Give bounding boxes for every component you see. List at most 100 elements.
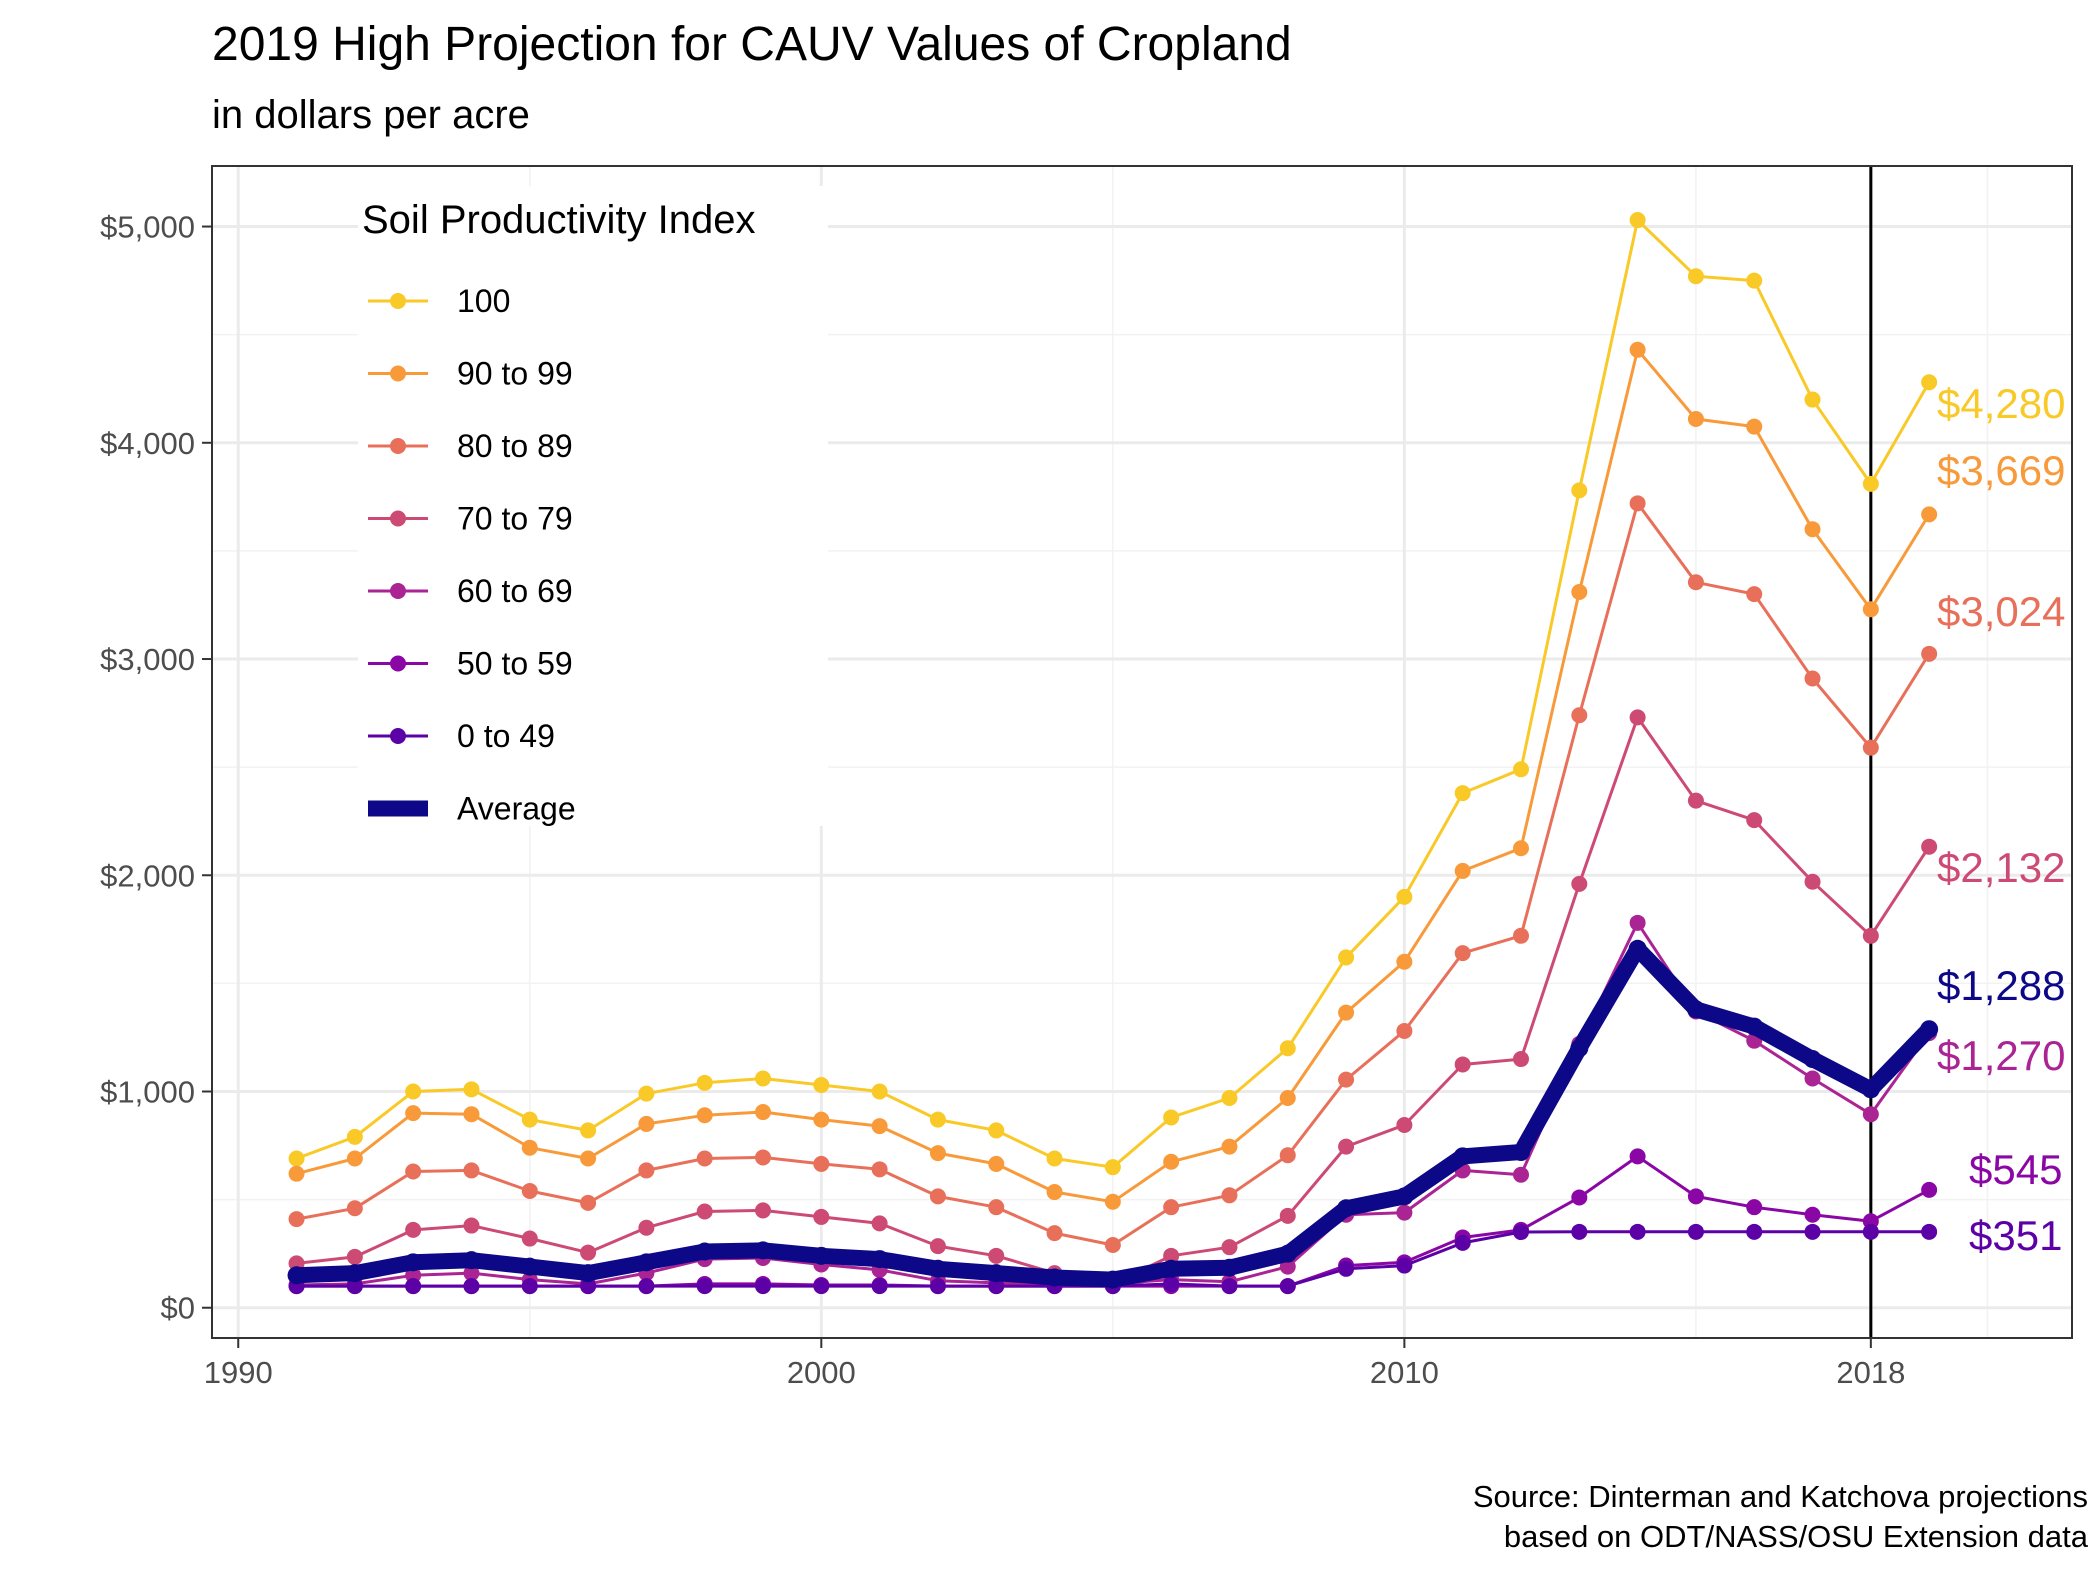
data-point	[405, 1163, 422, 1180]
data-point	[1396, 953, 1413, 970]
y-tick-label: $2,000	[100, 858, 195, 893]
data-point	[463, 1217, 480, 1234]
data-point	[1279, 1207, 1296, 1224]
data-point	[1629, 212, 1646, 229]
data-point	[1921, 374, 1938, 391]
data-point	[1396, 888, 1413, 905]
data-point	[1163, 1275, 1180, 1292]
data-point	[1163, 1109, 1180, 1126]
data-point	[928, 1259, 947, 1278]
data-point	[1512, 1166, 1529, 1183]
data-point	[1629, 709, 1646, 726]
data-point	[871, 1161, 888, 1178]
end-label: $1,270	[1937, 1032, 2065, 1079]
legend-label: 70 to 79	[457, 501, 573, 537]
data-point	[638, 1219, 655, 1236]
data-point	[1396, 1117, 1413, 1134]
legend-label: 60 to 69	[457, 573, 573, 609]
data-point	[1338, 1071, 1355, 1088]
end-label: $1,288	[1937, 962, 2065, 1009]
data-point	[1454, 785, 1471, 802]
data-point	[988, 1155, 1005, 1172]
data-point	[1279, 1147, 1296, 1164]
data-point	[1746, 1199, 1763, 1216]
data-point	[1278, 1244, 1297, 1263]
chart-subtitle: in dollars per acre	[212, 93, 530, 137]
data-point	[1395, 1187, 1414, 1206]
data-point	[1104, 1237, 1121, 1254]
legend-key-point	[390, 365, 406, 382]
series-100	[288, 212, 1938, 1176]
caption-line-1: Source: Dinterman and Katchova projectio…	[1473, 1479, 2088, 1514]
data-point	[695, 1242, 714, 1261]
data-point	[1920, 1020, 1939, 1039]
chart-title: 2019 High Projection for CAUV Values of …	[212, 18, 1292, 71]
data-point	[1454, 1234, 1471, 1251]
data-point	[1103, 1270, 1122, 1289]
data-point	[1921, 645, 1938, 662]
data-point	[871, 1118, 888, 1135]
legend-title: Soil Productivity Index	[362, 198, 756, 242]
data-point	[1861, 1080, 1880, 1099]
data-point	[1512, 1224, 1529, 1241]
data-point	[1862, 1223, 1879, 1240]
data-point	[929, 1111, 946, 1128]
data-point	[1454, 1056, 1471, 1073]
data-point	[1803, 1050, 1822, 1069]
x-tick-labels: 1990 2000 2010 2018	[204, 1355, 1906, 1390]
data-point	[580, 1150, 597, 1167]
data-point	[580, 1122, 597, 1139]
axis-ticks	[202, 225, 1872, 1348]
data-point	[463, 1162, 480, 1179]
legend-items: 100 90 to 99 80 to 89 70 to 79 60 to 69 50 to…	[362, 271, 576, 839]
data-point	[521, 1182, 538, 1199]
series-80-to-89	[288, 495, 1938, 1254]
data-point	[812, 1246, 831, 1265]
series-average	[287, 939, 1939, 1289]
end-label: $3,024	[1937, 588, 2065, 635]
legend-item: 70 to 79	[362, 488, 573, 549]
data-point	[463, 1106, 480, 1123]
data-point	[1046, 1150, 1063, 1167]
data-point	[1862, 601, 1879, 618]
end-labels: $4,280 $3,669 $3,024 $2,132 $1,270 $545 $351 $1…	[1937, 380, 2065, 1259]
legend-item: 0 to 49	[362, 706, 555, 766]
data-point	[696, 1074, 713, 1091]
data-point	[638, 1085, 655, 1102]
data-point	[288, 1150, 305, 1167]
data-point	[929, 1188, 946, 1205]
data-point	[1687, 410, 1704, 427]
data-point	[1338, 1138, 1355, 1155]
legend-key-point	[390, 655, 406, 672]
data-point	[871, 1083, 888, 1100]
legend-key-point	[390, 728, 406, 744]
data-point	[1687, 792, 1704, 809]
y-tick-label: $0	[161, 1291, 195, 1326]
data-point	[1511, 1143, 1530, 1162]
data-point	[1221, 1138, 1238, 1155]
data-point	[346, 1200, 363, 1217]
data-point	[1921, 1223, 1938, 1240]
data-point	[871, 1215, 888, 1232]
data-point	[988, 1199, 1005, 1216]
data-point	[988, 1278, 1005, 1295]
end-label: $545	[1969, 1146, 2062, 1193]
data-point	[580, 1278, 597, 1295]
legend-key-point	[390, 438, 406, 454]
data-point	[1512, 927, 1529, 944]
end-label: $351	[1969, 1212, 2062, 1259]
data-point	[813, 1111, 830, 1128]
data-point	[1454, 862, 1471, 879]
data-point	[1045, 1268, 1064, 1287]
data-point	[345, 1264, 364, 1283]
data-point	[1104, 1159, 1121, 1176]
data-point	[755, 1278, 772, 1295]
data-point	[1571, 1189, 1588, 1206]
data-point	[1804, 391, 1821, 408]
data-point	[1921, 1181, 1938, 1198]
data-point	[1804, 1070, 1821, 1087]
legend-label: 0 to 49	[457, 718, 555, 754]
data-point	[638, 1278, 655, 1295]
series-90-to-99	[288, 341, 1938, 1210]
legend-item: Average	[362, 778, 576, 839]
